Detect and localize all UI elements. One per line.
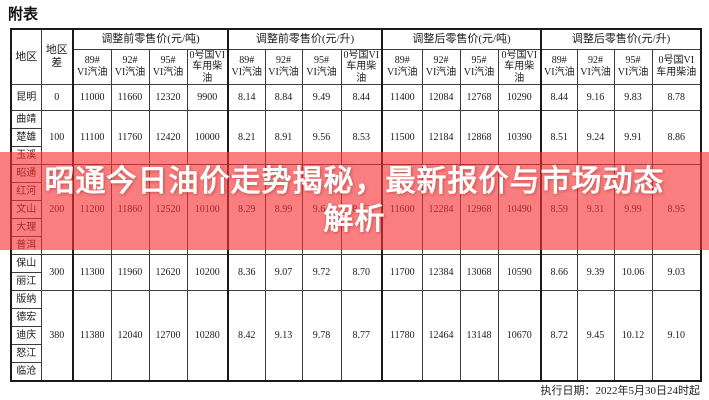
price-cell: 11400	[381, 84, 423, 111]
price-cell: 12768	[459, 84, 499, 111]
region-cell: 楚雄	[10, 128, 42, 147]
region-diff-cell: 300	[40, 254, 74, 291]
subheader-0-diesel: 0号国VI 车用柴油	[186, 48, 229, 85]
group-header-post-adjust-ton: 调整后零售价(元/吨)	[381, 28, 542, 50]
subheader-95-gasoline: 95# VI汽油	[148, 48, 188, 85]
price-cell: 8.77	[340, 290, 383, 381]
region-cell: 曲靖	[10, 110, 42, 129]
region-cell: 迪庆	[10, 326, 42, 345]
region-cell: 德宏	[10, 308, 42, 327]
region-cell: 怒江	[10, 344, 42, 363]
price-cell: 12620	[148, 254, 188, 291]
subheader-95-gasoline: 95# VI汽油	[613, 48, 653, 85]
price-cell: 8.44	[340, 84, 383, 111]
subheader-0-diesel: 0号国VI 车用柴油	[651, 48, 702, 85]
price-cell: 10.12	[613, 290, 653, 381]
subheader-92-gasoline: 92# VI汽油	[576, 48, 615, 85]
table-row: 昆明 0 11000 11660 12320 9900 8.14 8.84 9.49 8.44 11…	[10, 84, 702, 111]
price-cell: 11660	[110, 84, 150, 111]
price-cell: 8.70	[340, 254, 383, 291]
price-cell: 12464	[421, 290, 461, 381]
price-cell: 9.49	[301, 84, 342, 111]
region-cell: 版纳	[10, 290, 42, 309]
price-cell: 9.72	[301, 254, 342, 291]
group-header-post-adjust-liter: 调整后零售价(元/升)	[540, 28, 702, 50]
subheader-89-gasoline: 89# VI汽油	[227, 48, 266, 85]
subheader-89-gasoline: 89# VI汽油	[540, 48, 578, 85]
table-row: 保山 300 11300 11960 12620 10200 8.36 9.07 9.72 8.7…	[10, 254, 702, 291]
price-cell: 9.10	[651, 290, 702, 381]
price-cell: 8.84	[264, 84, 303, 111]
table-row: 临沧	[10, 362, 701, 381]
group-header-pre-adjust-ton: 调整前零售价(元/吨)	[71, 28, 229, 50]
promo-banner: 昭通今日油价走势揭秘，最新报价与市场动态 解析	[0, 152, 709, 250]
price-cell: 8.14	[227, 84, 266, 111]
price-cell: 10590	[497, 254, 542, 291]
price-cell: 11780	[381, 290, 423, 381]
price-cell: 9.13	[264, 290, 303, 381]
table-row: 丽江	[10, 272, 701, 291]
price-cell: 9900	[186, 84, 229, 111]
subheader-95-gasoline: 95# VI汽油	[459, 48, 499, 85]
price-cell: 10.06	[613, 254, 653, 291]
price-cell: 12700	[148, 290, 188, 381]
price-cell: 10290	[497, 84, 542, 111]
price-cell: 11300	[72, 254, 112, 291]
page-title: 附表	[8, 7, 39, 23]
price-cell: 9.07	[264, 254, 303, 291]
table-row: 德宏	[10, 308, 701, 327]
banner-headline-line2: 解析	[323, 203, 386, 236]
price-cell: 12384	[421, 254, 461, 291]
price-cell: 13068	[459, 254, 499, 291]
price-cell: 9.45	[576, 290, 615, 381]
subheader-92-gasoline: 92# VI汽油	[421, 48, 461, 85]
price-cell: 9.03	[651, 254, 702, 291]
price-cell: 10280	[186, 290, 229, 381]
subheader-89-gasoline: 89# VI汽油	[72, 48, 112, 85]
column-header-region-diff: 地区差	[40, 28, 74, 85]
region-diff-cell: 0	[40, 84, 74, 111]
price-cell: 9.83	[613, 84, 653, 111]
price-cell: 12084	[421, 84, 461, 111]
price-cell: 8.36	[227, 254, 266, 291]
price-cell: 11000	[72, 84, 112, 111]
price-cell: 11960	[110, 254, 150, 291]
table-row: 版纳 380 11380 12040 12700 10280 8.42 9.13 9.78 8.7…	[10, 290, 702, 381]
subheader-89-gasoline: 89# VI汽油	[381, 48, 423, 85]
subheader-95-gasoline: 95# VI汽油	[301, 48, 342, 85]
price-cell: 8.72	[540, 290, 578, 381]
region-diff-cell: 380	[40, 290, 74, 381]
price-cell: 9.78	[301, 290, 342, 381]
region-cell: 保山	[10, 254, 42, 273]
price-cell: 8.44	[540, 84, 578, 111]
price-cell: 8.66	[540, 254, 578, 291]
price-cell: 12320	[148, 84, 188, 111]
column-header-region: 地区	[10, 28, 42, 85]
subheader-0-diesel: 0号国VI 车用柴油	[497, 48, 542, 85]
price-cell: 9.39	[576, 254, 615, 291]
region-cell: 昆明	[10, 84, 42, 111]
region-cell: 临沧	[10, 362, 42, 381]
price-cell: 8.78	[651, 84, 702, 111]
price-cell: 11380	[72, 290, 112, 381]
subheader-0-diesel: 0号国VI 车用柴油	[340, 48, 383, 85]
effective-date-label: 执行日期：2022年5月30日24时起	[540, 385, 701, 397]
price-cell: 9.16	[576, 84, 615, 111]
region-cell: 丽江	[10, 272, 42, 291]
subheader-92-gasoline: 92# VI汽油	[264, 48, 303, 85]
group-header-pre-adjust-liter: 调整前零售价(元/升)	[227, 28, 383, 50]
price-cell: 8.42	[227, 290, 266, 381]
price-cell: 11700	[381, 254, 423, 291]
subheader-92-gasoline: 92# VI汽油	[110, 48, 150, 85]
price-cell: 10670	[497, 290, 542, 381]
price-cell: 10200	[186, 254, 229, 291]
table-row: 曲靖 100 11100 11760 12420 10000 8.21 8.91 9.56 8.5…	[10, 110, 702, 165]
banner-headline-line1: 昭通今日油价走势揭秘，最新报价与市场动态	[44, 165, 665, 198]
price-cell: 13148	[459, 290, 499, 381]
price-cell: 12040	[110, 290, 150, 381]
